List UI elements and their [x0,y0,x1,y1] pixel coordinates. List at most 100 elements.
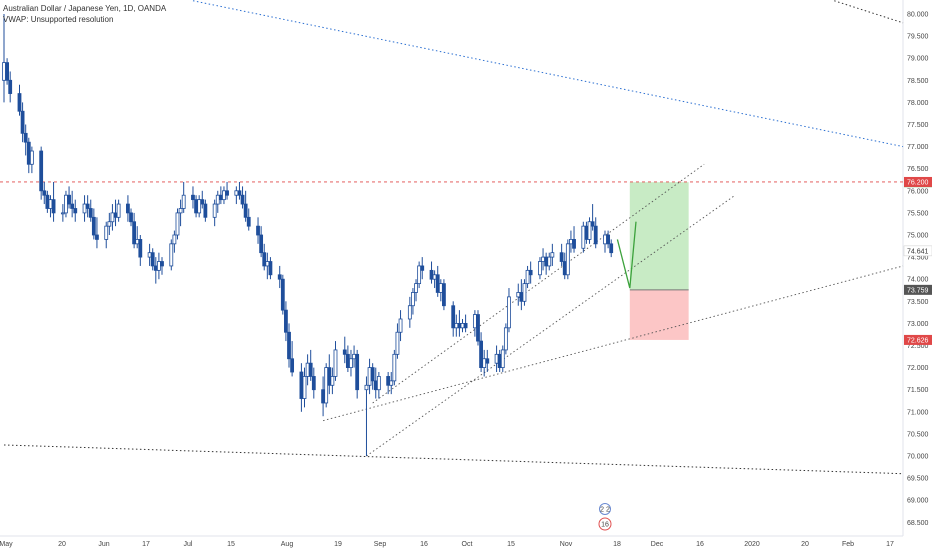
candle [113,199,118,227]
candle-body [482,358,487,369]
candle [349,349,353,377]
candle-body [64,194,68,214]
price-axis[interactable]: 80.000 79.500 79.000 78.500 78.000 77.500 77.0… [903,12,932,527]
candle [367,358,372,395]
price-tick-label: 77.500 [907,122,929,129]
price-tick-label: 71.000 [907,409,929,416]
trendline-5 [366,194,736,457]
time-tick-label: Oct [462,541,473,548]
price-tick-label: 75.000 [907,233,929,240]
candle [432,270,437,289]
candle-body [454,322,459,329]
candle-body [132,221,137,245]
candle [590,204,595,231]
candle-body [175,212,180,236]
candle-body [435,274,440,293]
candle-body [507,296,511,329]
candle [85,195,90,218]
candle-body [113,212,118,218]
candle [528,261,533,284]
price-tick-label: 77.000 [907,144,929,151]
candle [547,252,552,271]
candle [609,239,614,258]
time-axis[interactable]: May 20 Jun 17 Jul 15 Aug 19 Sep 16 Oct 15 Nov 18 Dec 16… [0,541,894,548]
candle-body [305,362,310,377]
candle-body [432,274,437,280]
candle [218,186,223,205]
candle-body [110,212,115,223]
candle-body [442,283,446,307]
candle [175,208,180,240]
candle [305,354,310,386]
candle-body [156,261,161,271]
candle [126,195,130,222]
candle-body [587,221,592,240]
price-tag: 74.641 [903,245,932,257]
price-tag-label: 72.626 [907,337,929,344]
candle [70,190,75,218]
candle [454,314,459,337]
candle [420,257,425,280]
candle-body [39,150,44,192]
candle-body [265,261,270,267]
price-tick-label: 69.000 [907,498,929,505]
candle [345,345,350,373]
candle-body [259,234,264,254]
candle-body [91,216,96,236]
candle-body [215,194,220,205]
candle-body [20,110,25,134]
candle [311,367,316,399]
time-tick-label: Aug [281,541,294,548]
time-tick-label: 15 [227,541,235,548]
time-tick-label: Sep [374,541,387,548]
candle-body [153,265,158,271]
indicator-label[interactable]: VWAP: Unsupported resolution [3,14,114,24]
candle-body [460,322,465,329]
candle [240,186,245,209]
projection-line [616,221,637,289]
candle [73,199,78,222]
price-tick-label: 73.500 [907,299,929,306]
candle-body [330,376,335,386]
candle-body [95,234,99,240]
candle [299,363,304,412]
candle-body [590,221,595,227]
candle-body [522,283,527,302]
candle [191,186,195,209]
price-tick-label: 70.000 [907,454,929,461]
candle [256,217,260,244]
candle-body [389,380,394,386]
symbol-title[interactable]: Australian Dollar / Japanese Yen, 1D, OA… [3,4,167,13]
price-tag: 76.200 [904,176,932,187]
candle-body [138,239,143,258]
time-tick-label: 17 [886,541,894,548]
candle-body [23,132,28,143]
target-zone [629,182,689,290]
calendar-marker[interactable]: 16 [598,517,612,531]
candle [342,336,347,364]
price-tag-label: 73.759 [907,287,929,294]
price-tick-label: 74.000 [907,277,929,284]
price-tick-label: 80.000 [907,12,929,19]
time-tick-label: 19 [334,541,342,548]
candle [364,376,369,456]
candle [259,226,264,258]
candle-body [463,322,468,329]
candle [370,363,375,390]
candle-body [268,261,273,276]
candle-body [321,389,325,404]
candle-body [280,278,285,311]
event-markers[interactable]: 2 2 16 [598,503,612,531]
candle-body [438,283,443,293]
price-tick-label: 79.500 [907,34,929,41]
candle [538,257,542,280]
candle-body [370,367,375,382]
candle-body [565,243,570,276]
candle-body [42,190,47,196]
candle [51,181,56,222]
candle [246,208,251,231]
candle [321,376,325,417]
candle-body [147,252,152,258]
earnings-marker[interactable]: 2 2 [599,503,611,515]
